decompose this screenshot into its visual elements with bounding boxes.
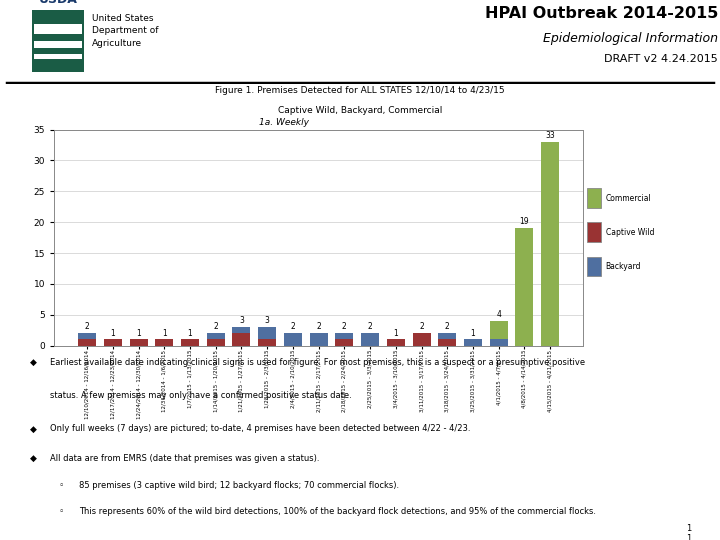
Bar: [156, 340, 174, 346]
Bar: [34, 54, 82, 59]
Bar: [587, 222, 601, 242]
Bar: [233, 333, 251, 346]
Text: This represents 60% of the wild bird detections, 100% of the backyard flock dete: This represents 60% of the wild bird det…: [79, 507, 596, 516]
Bar: [32, 10, 84, 72]
Text: 2: 2: [445, 322, 449, 332]
Bar: [258, 340, 276, 346]
Bar: [438, 333, 456, 340]
Bar: [78, 333, 96, 340]
Bar: [78, 340, 96, 346]
Text: 3: 3: [265, 316, 269, 325]
Text: Figure 1. Premises Detected for ALL STATES 12/10/14 to 4/23/15: Figure 1. Premises Detected for ALL STAT…: [215, 86, 505, 95]
Text: 1a. Weekly: 1a. Weekly: [259, 118, 310, 127]
Text: 1: 1: [136, 328, 141, 338]
Bar: [258, 327, 276, 340]
Text: ◆: ◆: [30, 424, 37, 434]
Bar: [34, 24, 82, 34]
Bar: [34, 41, 82, 48]
Bar: [464, 340, 482, 346]
Bar: [516, 228, 534, 346]
Bar: [181, 340, 199, 346]
Text: ◦: ◦: [59, 481, 64, 490]
Bar: [490, 321, 508, 340]
Text: ◆: ◆: [30, 454, 37, 463]
Bar: [336, 340, 354, 346]
Bar: [207, 340, 225, 346]
Bar: [541, 142, 559, 346]
Text: 2: 2: [290, 322, 295, 332]
Text: Only full weeks (7 days) are pictured; to-date, 4 premises have been detected be: Only full weeks (7 days) are pictured; t…: [50, 424, 471, 434]
Text: 1: 1: [393, 328, 398, 338]
Text: Earliest available date indicating clinical signs is used for figure. For most p: Earliest available date indicating clini…: [50, 359, 585, 367]
Text: status. A few premises may only have a confirmed positive status date.: status. A few premises may only have a c…: [50, 392, 352, 400]
Bar: [207, 333, 225, 340]
Bar: [438, 340, 456, 346]
Text: Backyard: Backyard: [606, 262, 641, 271]
Text: 3: 3: [239, 316, 244, 325]
Text: 19: 19: [520, 218, 529, 226]
Text: 2: 2: [85, 322, 89, 332]
Bar: [490, 340, 508, 346]
Text: 1: 1: [162, 328, 166, 338]
Bar: [387, 340, 405, 346]
Text: 33: 33: [545, 131, 555, 140]
Text: 1: 1: [471, 328, 475, 338]
Text: 2: 2: [342, 322, 347, 332]
Bar: [587, 256, 601, 276]
Text: 2: 2: [316, 322, 321, 332]
Text: 1
1: 1 1: [686, 524, 692, 540]
Text: Epidemiological Information: Epidemiological Information: [543, 32, 718, 45]
Text: 2: 2: [213, 322, 218, 332]
Bar: [130, 340, 148, 346]
Text: 2: 2: [368, 322, 372, 332]
Text: United States
Department of
Agriculture: United States Department of Agriculture: [92, 14, 158, 48]
Text: HPAI Outbreak 2014-2015: HPAI Outbreak 2014-2015: [485, 6, 718, 21]
Text: 85 premises (3 captive wild bird; 12 backyard flocks; 70 commercial flocks).: 85 premises (3 captive wild bird; 12 bac…: [79, 481, 400, 490]
Bar: [413, 333, 431, 346]
Bar: [587, 188, 601, 208]
Bar: [104, 340, 122, 346]
Bar: [361, 333, 379, 346]
Text: 1: 1: [188, 328, 192, 338]
Text: 1: 1: [110, 328, 115, 338]
Bar: [233, 327, 251, 333]
Text: Captive Wild: Captive Wild: [606, 228, 654, 237]
Text: DRAFT v2 4.24.2015: DRAFT v2 4.24.2015: [604, 54, 718, 64]
Text: Captive Wild, Backyard, Commercial: Captive Wild, Backyard, Commercial: [278, 105, 442, 114]
Text: 4: 4: [496, 310, 501, 319]
Text: USDA: USDA: [39, 0, 78, 6]
Text: ◦: ◦: [59, 507, 64, 516]
Text: All data are from EMRS (date that premises was given a status).: All data are from EMRS (date that premis…: [50, 454, 320, 463]
Bar: [310, 333, 328, 346]
Bar: [336, 333, 354, 340]
Bar: [284, 333, 302, 346]
Text: ◆: ◆: [30, 359, 37, 367]
Text: 2: 2: [419, 322, 424, 332]
Text: Commercial: Commercial: [606, 194, 652, 202]
